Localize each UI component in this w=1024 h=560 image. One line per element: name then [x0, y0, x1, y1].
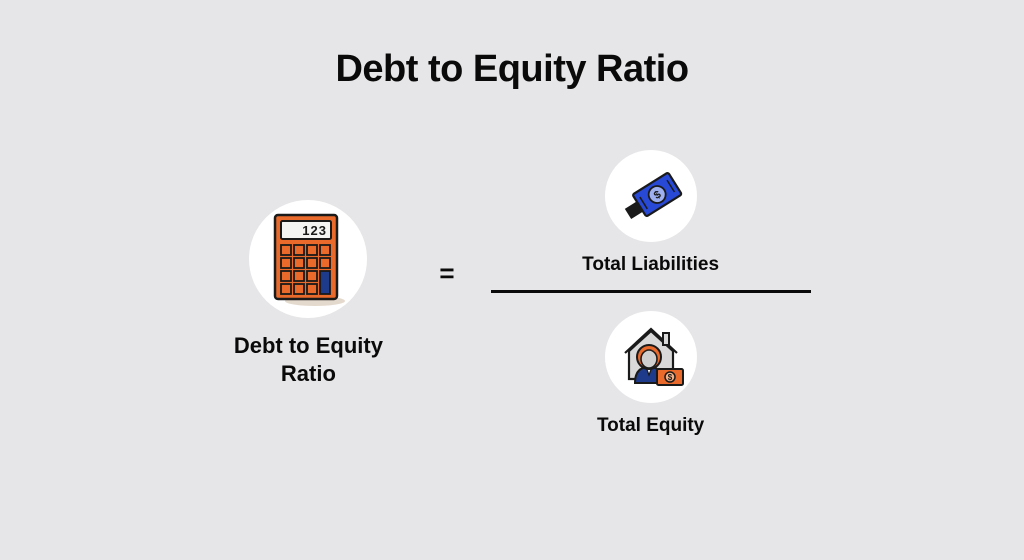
- page-title: Debt to Equity Ratio: [0, 48, 1024, 91]
- lhs-term: 123: [213, 200, 403, 387]
- numerator-label: Total Liabilities: [582, 254, 719, 276]
- numerator-term: $ Total Liabilities: [582, 150, 719, 276]
- denominator-label: Total Equity: [597, 415, 704, 437]
- svg-text:123: 123: [303, 223, 328, 238]
- rhs-fraction: $ Total Liabilities: [491, 150, 811, 437]
- svg-text:$: $: [667, 373, 672, 382]
- lhs-label: Debt to Equity Ratio: [213, 332, 403, 387]
- denominator-term: $ Total Equity: [597, 311, 704, 437]
- equals-sign: =: [439, 258, 454, 289]
- fraction-line: [491, 290, 811, 293]
- equation-container: 123: [0, 150, 1024, 437]
- money-bill-icon: $: [605, 150, 697, 242]
- home-owner-icon: $: [605, 311, 697, 403]
- calculator-icon: 123: [249, 200, 367, 318]
